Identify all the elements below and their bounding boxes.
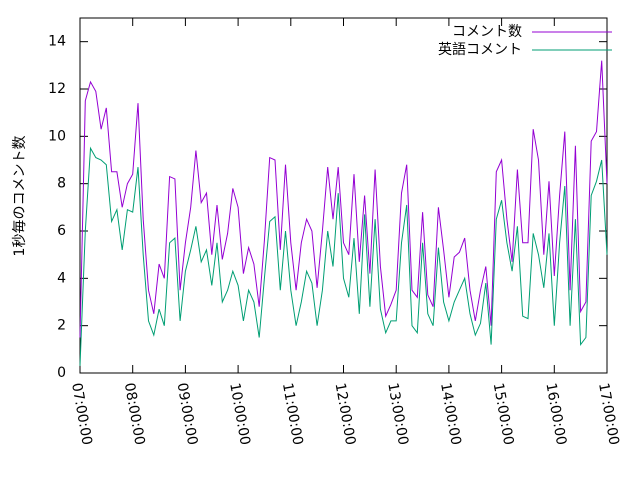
series-line [79,146,608,366]
x-tick-label: 07:00:00 [68,382,95,447]
y-tick-label: 8 [57,176,66,192]
y-axis-label: 1秒毎のコメント数 [12,136,28,257]
legend-label: 英語コメント [438,41,522,58]
y-tick-label: 14 [48,34,66,50]
legend-label: コメント数 [452,24,522,40]
y-tick-label: 6 [57,223,66,239]
plot-frame [79,17,608,374]
x-tick-label: 10:00:00 [226,382,253,447]
y-tick-label: 12 [48,81,66,97]
x-tick-label: 12:00:00 [332,382,359,447]
x-tick-label: 08:00:00 [121,382,148,447]
y-tick-label: 0 [57,365,66,381]
x-tick-label: 09:00:00 [174,382,201,447]
y-tick-label: 4 [57,270,66,286]
series-line [79,60,608,338]
x-tick-label: 14:00:00 [437,382,464,447]
x-tick-label: 11:00:00 [279,382,306,447]
x-tick-label: 16:00:00 [542,382,569,447]
x-tick-label: 13:00:00 [384,382,411,447]
x-tick-label: 17:00:00 [595,382,622,447]
x-tick-label: 15:00:00 [490,382,517,447]
y-tick-label: 2 [57,318,66,334]
y-tick-label: 10 [48,128,66,144]
